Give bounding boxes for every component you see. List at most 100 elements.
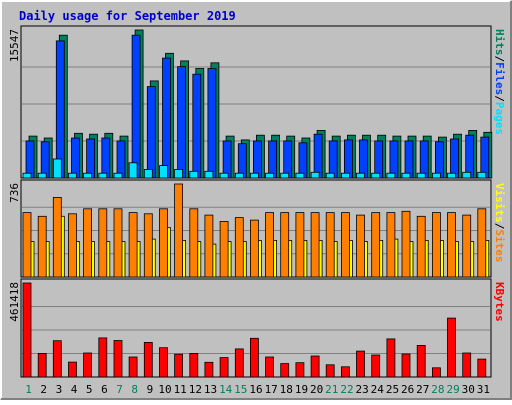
bar-kbytes-day-9 — [143, 341, 153, 378]
bar-sites-day-26 — [401, 210, 411, 278]
bar-pages-day-30 — [462, 171, 472, 179]
bar-pages-day-5 — [83, 172, 92, 179]
bar-pages-day-27 — [416, 172, 426, 179]
bar-kbytes-day-12 — [189, 352, 199, 378]
day-label: 24 — [371, 383, 385, 396]
bar-files-day-24 — [374, 140, 384, 179]
bar-pages-day-13 — [204, 170, 214, 179]
bar-kbytes-day-27 — [416, 344, 426, 378]
bar-sites-day-4 — [68, 213, 77, 278]
bar-sites-day-31 — [477, 208, 487, 278]
legend-hits: Hits — [493, 29, 506, 56]
bar-pages-day-6 — [98, 172, 108, 179]
bar-sites-day-13 — [204, 214, 214, 278]
bar-sites-day-7 — [113, 208, 123, 278]
bar-pages-day-26 — [401, 172, 411, 179]
bar-kbytes-day-19 — [295, 362, 305, 378]
bar-files-day-29 — [450, 138, 459, 179]
bar-pages-day-24 — [371, 172, 381, 179]
legend-separator: / — [493, 95, 506, 102]
bar-sites-day-23 — [356, 214, 365, 278]
bar-files-day-3 — [55, 40, 65, 179]
bar-kbytes-day-29 — [447, 317, 456, 378]
day-label: 8 — [131, 383, 138, 396]
bar-sites-day-30 — [462, 214, 472, 278]
bar-kbytes-day-21 — [325, 364, 335, 378]
bar-files-day-13 — [207, 68, 217, 179]
bar-sites-day-9 — [143, 213, 153, 278]
bar-sites-day-10 — [159, 208, 168, 278]
bar-pages-day-18 — [280, 172, 290, 179]
bar-kbytes-day-16 — [249, 337, 259, 378]
day-label: 26 — [401, 383, 414, 396]
bar-kbytes-day-17 — [265, 356, 275, 378]
bar-files-day-6 — [101, 137, 111, 179]
bar-sites-day-1 — [22, 212, 32, 278]
day-label: 31 — [477, 383, 490, 396]
day-label: 10 — [158, 383, 171, 396]
bar-kbytes-day-1 — [22, 282, 32, 378]
bar-sites-day-22 — [340, 212, 350, 278]
legend-separator: / — [493, 56, 506, 63]
bar-pages-day-23 — [356, 172, 365, 179]
bar-sites-day-2 — [37, 215, 47, 278]
day-label: 5 — [86, 383, 93, 396]
day-label: 15 — [234, 383, 247, 396]
legend-separator: / — [493, 223, 506, 230]
bar-kbytes-day-26 — [401, 353, 411, 378]
bar-sites-day-14 — [219, 220, 229, 278]
bar-pages-day-9 — [143, 168, 153, 179]
day-label: 14 — [219, 383, 233, 396]
bar-sites-day-18 — [280, 212, 290, 278]
legend-pages: Pages — [493, 102, 506, 135]
bar-kbytes-day-11 — [174, 353, 184, 378]
bar-files-day-12 — [192, 73, 202, 179]
bar-files-day-16 — [252, 140, 262, 179]
bar-sites-day-21 — [325, 212, 335, 278]
day-label: 11 — [174, 383, 187, 396]
bar-sites-day-19 — [295, 212, 305, 278]
bar-files-day-20 — [313, 133, 323, 179]
bar-kbytes-day-25 — [386, 338, 396, 378]
bar-kbytes-day-20 — [310, 355, 320, 378]
bar-pages-day-7 — [113, 172, 123, 179]
panel-top: 15547 Hits/Files/Pages — [8, 25, 506, 179]
bar-kbytes-day-22 — [340, 366, 350, 378]
bar-kbytes-day-15 — [234, 348, 244, 378]
bar-sites-day-6 — [98, 208, 108, 278]
bar-files-day-8 — [131, 34, 141, 179]
bar-files-day-5 — [86, 138, 95, 179]
bar-pages-day-16 — [249, 172, 259, 179]
bar-files-day-9 — [146, 86, 156, 179]
bar-sites-day-16 — [249, 219, 259, 278]
bar-files-day-7 — [116, 140, 126, 179]
bar-pages-day-19 — [295, 172, 305, 179]
bar-pages-day-8 — [128, 162, 138, 179]
bar-kbytes-day-28 — [431, 367, 441, 378]
bar-sites-day-25 — [386, 212, 396, 278]
y-max-label: 15547 — [8, 29, 21, 62]
day-label: 9 — [147, 383, 154, 396]
bar-files-day-22 — [343, 139, 353, 179]
panel-legend: KBytes — [493, 282, 506, 322]
day-label: 20 — [310, 383, 323, 396]
bar-files-day-10 — [162, 57, 171, 179]
bar-files-day-21 — [328, 140, 338, 179]
bar-sites-day-12 — [189, 208, 199, 278]
bar-pages-day-14 — [219, 172, 229, 179]
day-label: 28 — [431, 383, 444, 396]
legend-kbytes: KBytes — [493, 282, 506, 322]
bar-kbytes-day-4 — [68, 361, 77, 378]
bar-kbytes-day-23 — [356, 350, 365, 378]
bar-pages-day-2 — [37, 172, 47, 179]
bar-kbytes-day-6 — [98, 337, 108, 378]
bar-files-day-26 — [404, 140, 414, 179]
bar-pages-day-31 — [477, 171, 487, 179]
chart-title: Daily usage for September 2019 — [19, 9, 236, 23]
bar-kbytes-day-8 — [128, 356, 138, 378]
bar-files-day-25 — [389, 140, 399, 179]
day-label: 4 — [71, 383, 78, 396]
day-label: 22 — [340, 383, 353, 396]
bar-sites-day-28 — [431, 212, 441, 278]
